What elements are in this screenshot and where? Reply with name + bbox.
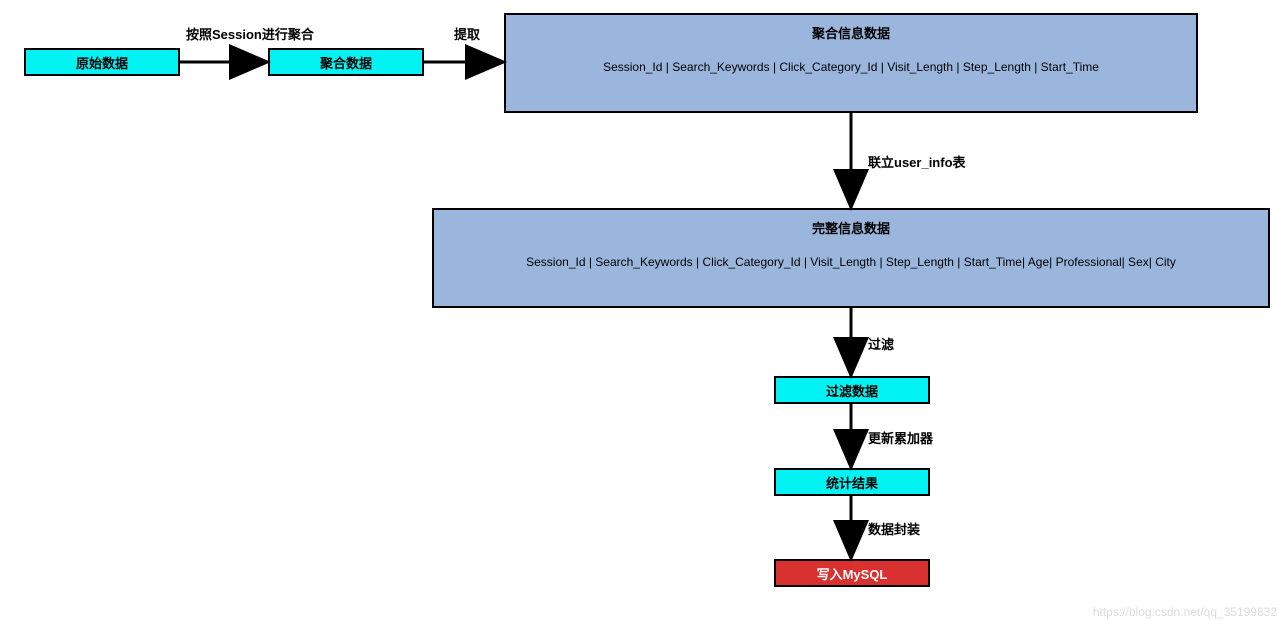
node-filter-data: 过滤数据 bbox=[774, 376, 930, 404]
edge-label-join-userinfo: 联立user_info表 bbox=[868, 152, 966, 171]
node-label: 原始数据 bbox=[76, 53, 128, 72]
node-label: 统计结果 bbox=[826, 473, 878, 492]
edge-label-session-agg: 按照Session进行聚合 bbox=[186, 24, 314, 43]
node-title: 聚合信息数据 bbox=[812, 23, 890, 42]
node-label: 写入MySQL bbox=[817, 564, 888, 583]
watermark-text: https://blog.csdn.net/qq_35199832 bbox=[1093, 605, 1277, 619]
node-full-info: 完整信息数据 Session_Id | Search_Keywords | Cl… bbox=[432, 208, 1270, 308]
edge-label-extract: 提取 bbox=[454, 24, 480, 43]
node-agg-data: 聚合数据 bbox=[268, 48, 424, 76]
node-write-mysql: 写入MySQL bbox=[774, 559, 930, 587]
node-agg-info: 聚合信息数据 Session_Id | Search_Keywords | Cl… bbox=[504, 13, 1198, 113]
node-label: 过滤数据 bbox=[826, 381, 878, 400]
edge-label-filter: 过滤 bbox=[868, 334, 894, 353]
node-body: Session_Id | Search_Keywords | Click_Cat… bbox=[526, 255, 1176, 269]
edge-label-encapsulate: 数据封装 bbox=[868, 519, 920, 538]
node-body: Session_Id | Search_Keywords | Click_Cat… bbox=[603, 60, 1099, 74]
node-raw-data: 原始数据 bbox=[24, 48, 180, 76]
node-label: 聚合数据 bbox=[320, 53, 372, 72]
edge-label-update-acc: 更新累加器 bbox=[868, 428, 933, 447]
node-stats-result: 统计结果 bbox=[774, 468, 930, 496]
node-title: 完整信息数据 bbox=[812, 218, 890, 237]
